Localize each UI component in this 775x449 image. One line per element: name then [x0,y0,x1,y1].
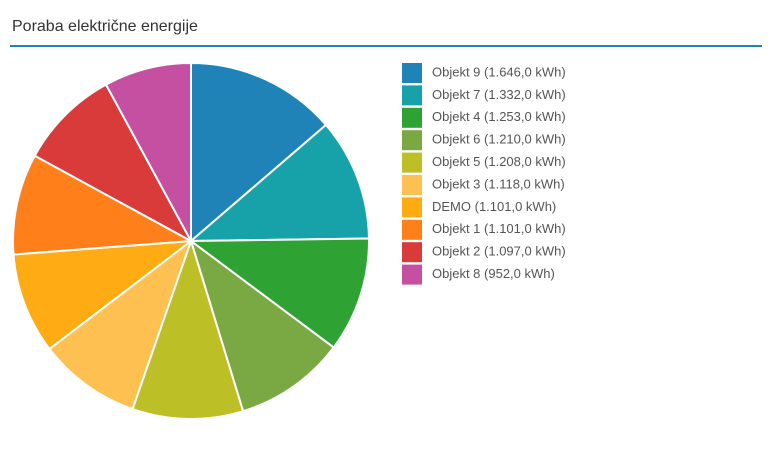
legend-label: Objekt 1 (1.101,0 kWh) [432,221,566,236]
pie-slice [188,123,370,243]
legend-label: Objekt 7 (1.332,0 kWh) [432,87,566,102]
legend-swatch [402,152,422,173]
legend-swatch [402,63,422,83]
legend-swatch [402,107,422,128]
legend-swatch [402,85,422,106]
legend-label: Objekt 6 (1.210,0 kWh) [432,132,566,147]
pie-slice [188,237,370,349]
legend-label: Objekt 5 (1.208,0 kWh) [432,154,566,169]
pie-slice [190,61,328,244]
pie-slice [12,154,195,256]
legend-swatch [402,264,422,285]
legend-swatch [402,219,422,240]
legend-swatch [402,175,422,195]
legend-label: Objekt 9 (1.646,0 kWh) [432,64,566,79]
pie-slice [131,237,245,420]
pie-slice [33,83,194,244]
chart-title: Poraba električne energije [12,18,198,35]
legend-label: Objekt 3 (1.118,0 kWh) [432,176,565,191]
legend-label: Objekt 4 (1.253,0 kWh) [432,109,566,124]
legend-swatch [402,197,422,218]
pie-slice [104,61,192,242]
legend-label: Objekt 8 (952,0 kWh) [432,266,555,281]
legend-swatch [402,130,422,151]
legend-label: DEMO (1.101,0 kWh) [432,199,556,214]
pie-slice [189,238,336,413]
legend-label: Objekt 2 (1.097,0 kWh) [432,244,566,259]
legend-swatch [402,242,422,263]
pie-slice [12,239,195,351]
pie-slice [48,238,194,411]
